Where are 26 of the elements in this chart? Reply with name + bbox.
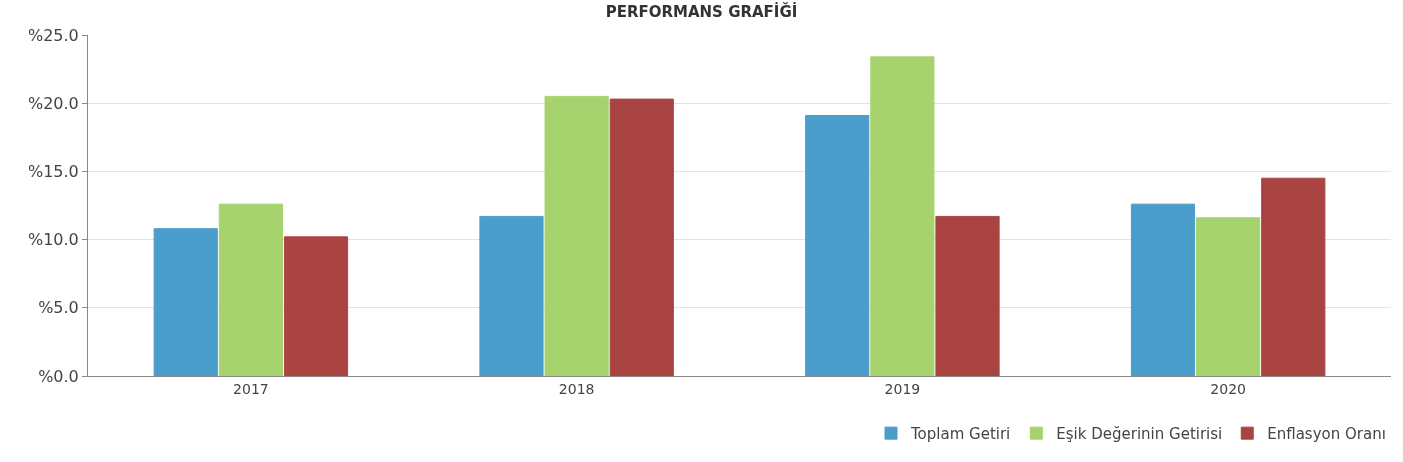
x-tick-label: 2017 bbox=[233, 380, 269, 397]
bar bbox=[218, 203, 283, 376]
y-tick-label: %0.0 bbox=[38, 366, 79, 386]
legend-label: Eşik Değerinin Getirisi bbox=[1056, 425, 1223, 444]
y-tick-label: %5.0 bbox=[38, 298, 79, 318]
bar bbox=[805, 114, 870, 376]
x-tick-label: 2019 bbox=[884, 380, 921, 397]
bar bbox=[1130, 203, 1196, 376]
y-tick-label: %20.0 bbox=[27, 93, 79, 113]
bar bbox=[153, 228, 218, 376]
y-tick-label: %15.0 bbox=[27, 162, 79, 181]
y-tick-label: %10.0 bbox=[27, 230, 79, 250]
bar bbox=[935, 215, 1000, 376]
x-tick-label: 2018 bbox=[558, 380, 595, 397]
y-tick-label: %25.0 bbox=[27, 25, 79, 45]
bar bbox=[544, 95, 609, 376]
bar bbox=[1196, 217, 1261, 376]
bar bbox=[870, 56, 935, 376]
bar bbox=[1261, 177, 1326, 376]
legend-label: Toplam Getiri bbox=[910, 425, 1011, 444]
chart-title: PERFORMANS GRAFİĞİ bbox=[605, 2, 798, 22]
bar bbox=[609, 98, 674, 376]
x-tick-label: 2020 bbox=[1210, 380, 1246, 397]
bar bbox=[479, 215, 544, 376]
bar bbox=[283, 236, 349, 376]
legend-label: Enflasyon Oranı bbox=[1267, 425, 1386, 444]
